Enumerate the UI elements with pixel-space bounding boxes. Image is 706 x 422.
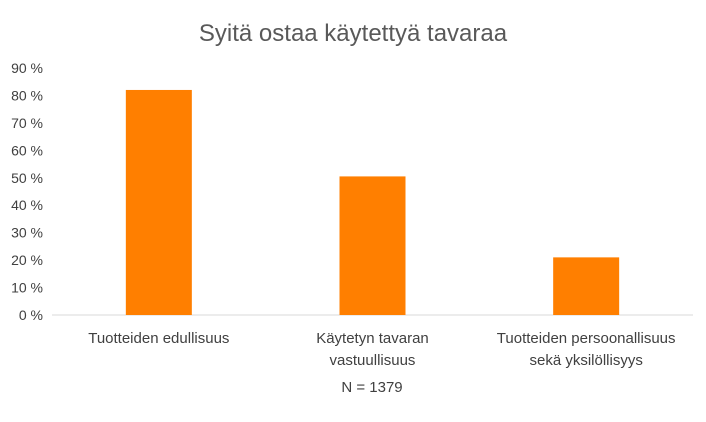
x-category-label: Tuotteiden edullisuus: [88, 330, 229, 347]
y-axis-ticks: 0 % 10 % 20 % 30 % 40 % 50 % 60 % 70 % 80 % 90 %: [11, 60, 43, 323]
category-labels: Tuotteiden edullisuus Käytetyn tavaran vas…: [88, 330, 675, 369]
bar: [553, 257, 620, 315]
x-category-label: Käytetyn tavaran vastuullisuus: [316, 330, 429, 369]
chart-title: Syitä ostaa käytettyä tavaraa: [199, 20, 508, 47]
y-tick-label: 70 %: [11, 115, 43, 131]
y-tick-label: 10 %: [11, 280, 43, 296]
y-tick-label: 40 %: [11, 197, 43, 213]
bar: [339, 176, 406, 315]
bar: [125, 89, 192, 315]
bars: [125, 89, 620, 315]
sample-size-note: N = 1379: [341, 379, 402, 396]
y-tick-label: 20 %: [11, 252, 43, 268]
y-tick-label: 60 %: [11, 142, 43, 158]
y-tick-label: 90 %: [11, 60, 43, 76]
y-tick-label: 80 %: [11, 87, 43, 103]
y-tick-label: 50 %: [11, 170, 43, 186]
x-category-label: Tuotteiden persoonallisuus sekä yksilölli…: [497, 330, 676, 369]
y-tick-label: 0 %: [19, 307, 43, 323]
y-tick-label: 30 %: [11, 225, 43, 241]
